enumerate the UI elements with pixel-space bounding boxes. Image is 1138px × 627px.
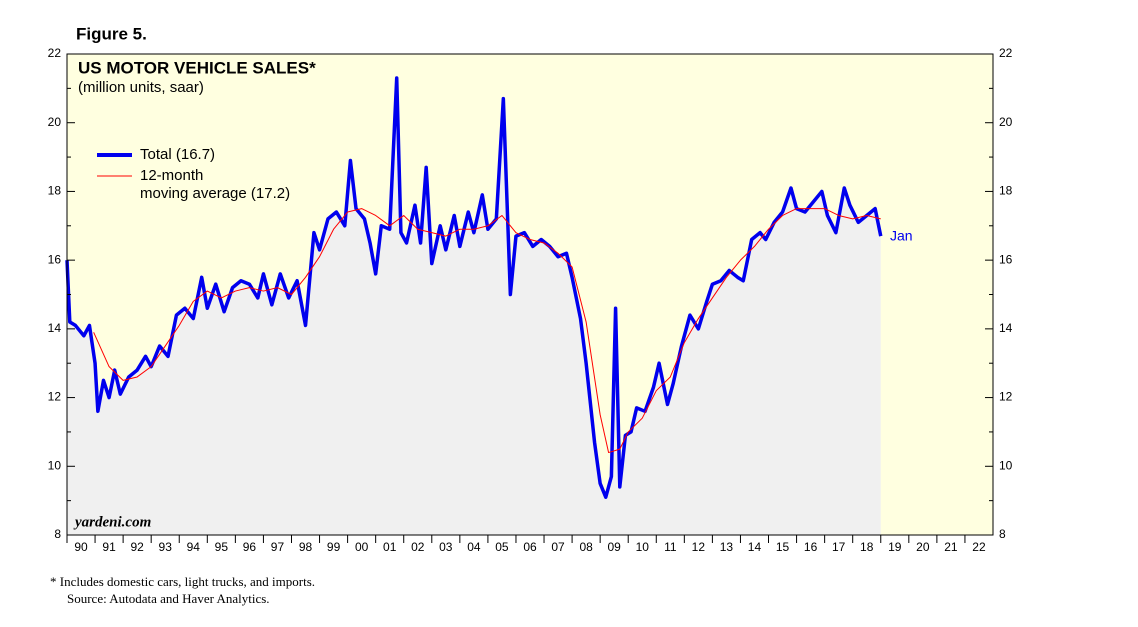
y-tick-label: 10 <box>999 458 1013 472</box>
y-tick-label: 22 <box>999 46 1013 60</box>
annotation: Jan <box>890 228 913 244</box>
y-tick-label: 20 <box>999 115 1013 129</box>
x-tick-label: 20 <box>916 540 930 554</box>
x-tick-label: 05 <box>495 540 509 554</box>
y-tick-label: 14 <box>48 321 62 335</box>
footnote: * Includes domestic cars, light trucks, … <box>50 574 315 589</box>
x-tick-label: 14 <box>748 540 762 554</box>
y-tick-label: 8 <box>999 527 1006 541</box>
y-tick-label: 16 <box>999 252 1013 266</box>
x-tick-label: 91 <box>102 540 116 554</box>
x-tick-label: 07 <box>551 540 565 554</box>
x-tick-label: 92 <box>130 540 144 554</box>
x-tick-label: 17 <box>832 540 846 554</box>
legend-label: 12-month moving average (17.2) <box>140 167 291 202</box>
x-tick-label: 18 <box>860 540 874 554</box>
y-tick-label: 22 <box>48 46 62 60</box>
figure-label: Figure 5. <box>76 24 147 43</box>
x-tick-label: 94 <box>187 540 201 554</box>
x-tick-label: 02 <box>411 540 425 554</box>
x-tick-label: 04 <box>467 540 481 554</box>
x-tick-label: 03 <box>439 540 453 554</box>
watermark: yardeni.com <box>73 514 151 530</box>
line <box>93 208 881 454</box>
y-tick-label: 20 <box>48 115 62 129</box>
x-tick-label: 12 <box>692 540 706 554</box>
x-tick-label: 96 <box>243 540 257 554</box>
x-tick-label: 19 <box>888 540 902 554</box>
y-tick-label: 10 <box>48 458 62 472</box>
plot-frame <box>66 53 994 536</box>
footnote: Source: Autodata and Haver Analytics. <box>67 591 270 606</box>
chart-title: US MOTOR VEHICLE SALES* <box>78 58 316 77</box>
chart-subtitle: (million units, saar) <box>78 79 204 96</box>
y-tick-label: 12 <box>999 390 1013 404</box>
legend-label: Total (16.7) <box>140 146 216 163</box>
x-tick-label: 16 <box>804 540 818 554</box>
y-tick-label: 18 <box>48 184 62 198</box>
x-tick-label: 13 <box>720 540 734 554</box>
x-tick-label: 93 <box>159 540 173 554</box>
x-tick-label: 97 <box>271 540 285 554</box>
y-tick-label: 12 <box>48 390 62 404</box>
x-tick-label: 90 <box>74 540 88 554</box>
x-tick-label: 95 <box>215 540 229 554</box>
y-tick-label: 14 <box>999 321 1013 335</box>
y-tick-label: 16 <box>48 252 62 266</box>
x-tick-label: 98 <box>299 540 313 554</box>
line <box>65 76 883 499</box>
x-tick-label: 10 <box>636 540 650 554</box>
x-tick-label: 01 <box>383 540 397 554</box>
x-tick-label: 08 <box>579 540 593 554</box>
x-tick-label: 00 <box>355 540 369 554</box>
x-tick-label: 21 <box>944 540 958 554</box>
x-tick-label: 06 <box>523 540 537 554</box>
x-tick-label: 22 <box>972 540 986 554</box>
plot <box>65 76 883 536</box>
y-tick-label: 18 <box>999 184 1013 198</box>
x-tick-label: 09 <box>608 540 622 554</box>
y-tick-label: 8 <box>54 527 61 541</box>
x-tick-label: 11 <box>664 540 677 554</box>
area <box>67 78 881 536</box>
x-tick-label: 15 <box>776 540 790 554</box>
x-tick-label: 99 <box>327 540 341 554</box>
